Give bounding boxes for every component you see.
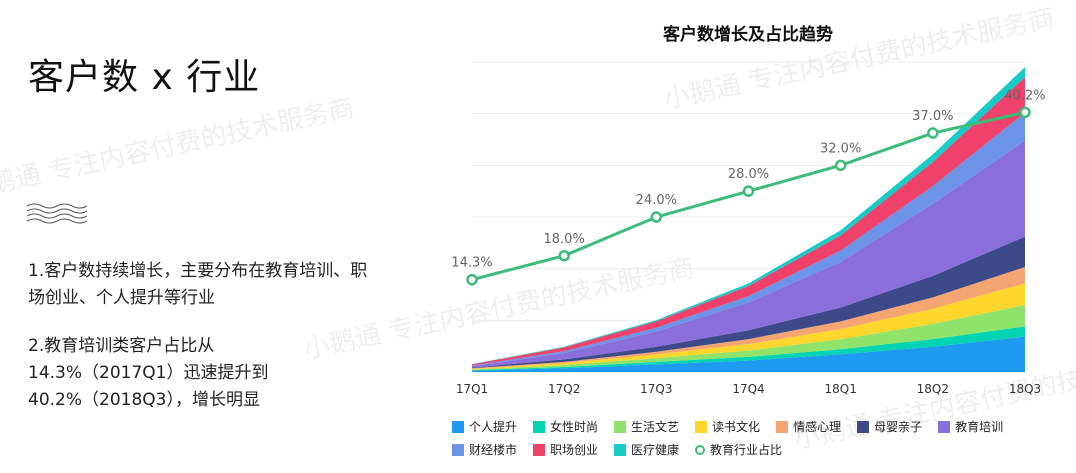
chart-legend: 个人提升 女性时尚 生活文艺 读书文化 情感心理 母婴亲子 教育培训财经楼市 职场创业 医疗健康… (452, 418, 1052, 458)
legend-item: 个人提升 (452, 418, 517, 435)
bullet-point-2: 2.教育培训类客户占比从14.3%（2017Q1）迅速提升到40.2%（2018… (28, 336, 269, 410)
legend-swatch (695, 420, 708, 433)
legend-line-marker (695, 444, 706, 455)
legend-swatch (776, 420, 789, 433)
legend-item: 医疗健康 (614, 441, 679, 458)
legend-label: 女性时尚 (550, 420, 599, 434)
line-point (650, 211, 663, 223)
legend-label: 教育培训 (955, 420, 1004, 434)
legend-item: 女性时尚 (533, 418, 598, 435)
data-label: 37.0% (912, 109, 953, 124)
chart-title: 客户数增长及占比趋势 (663, 25, 833, 45)
legend-swatch (938, 420, 951, 433)
x-tick-label: 18Q3 (1009, 382, 1041, 396)
data-label: 24.0% (636, 193, 677, 208)
area-series-7 (472, 140, 1025, 368)
line-point (558, 250, 570, 262)
area-series-4 (472, 283, 1025, 370)
x-tick-label: 18Q1 (824, 382, 856, 396)
x-tick-label: 17Q2 (548, 382, 580, 396)
legend-item: 财经楼市 (452, 441, 517, 458)
legend-item: 职场创业 (533, 441, 598, 458)
legend-label: 财经楼市 (469, 443, 518, 457)
legend-item: 生活文艺 (614, 418, 679, 435)
legend-swatch (614, 420, 627, 433)
data-label: 28.0% (728, 167, 769, 182)
legend-swatch (533, 443, 546, 456)
legend-item: 教育培训 (938, 418, 1003, 435)
legend-swatch (533, 420, 546, 433)
page-title: 客户数 x 行业 (28, 57, 261, 98)
line-point (1019, 106, 1031, 119)
x-tick-label: 17Q3 (640, 382, 672, 396)
legend-label: 个人提升 (469, 420, 518, 434)
legend-label: 医疗健康 (631, 443, 680, 457)
legend-swatch (857, 420, 870, 433)
legend-label: 教育行业占比 (710, 443, 783, 457)
legend-item: 教育行业占比 (695, 441, 782, 458)
data-label: 18.0% (544, 232, 585, 247)
line-point (466, 273, 478, 286)
legend-item: 母婴亲子 (857, 418, 922, 435)
line-point (834, 159, 847, 172)
legend-item: 读书文化 (695, 418, 760, 435)
line-point (742, 185, 755, 197)
x-tick-label: 18Q2 (917, 382, 949, 396)
area-series-1 (472, 336, 1025, 372)
x-tick-label: 17Q1 (456, 382, 488, 396)
wave-divider-icon (27, 203, 87, 224)
bullet-point-1: 1.客户数持续增长，主要分布在教育培训、职场创业、个人提升等行业 (28, 261, 368, 308)
line-point (927, 127, 939, 139)
x-tick-label: 17Q4 (732, 382, 764, 396)
data-label: 40.2% (1004, 88, 1045, 103)
area-series-3 (472, 304, 1025, 371)
data-label: 14.3% (451, 256, 492, 271)
legend-label: 读书文化 (712, 420, 761, 434)
legend-item: 情感心理 (776, 418, 841, 435)
area-line-chart: 17Q1 17Q2 17Q3 17Q4 18Q1 18Q2 18Q3 14.3% 18.0% 24… (451, 61, 1046, 396)
data-label: 32.0% (820, 141, 861, 156)
legend-swatch (614, 443, 627, 456)
legend-label: 情感心理 (793, 420, 842, 434)
legend-label: 职场创业 (550, 443, 599, 457)
legend-label: 生活文艺 (631, 420, 680, 434)
legend-swatch (452, 420, 464, 433)
legend-swatch (452, 443, 464, 456)
legend-label: 母婴亲子 (874, 420, 923, 434)
